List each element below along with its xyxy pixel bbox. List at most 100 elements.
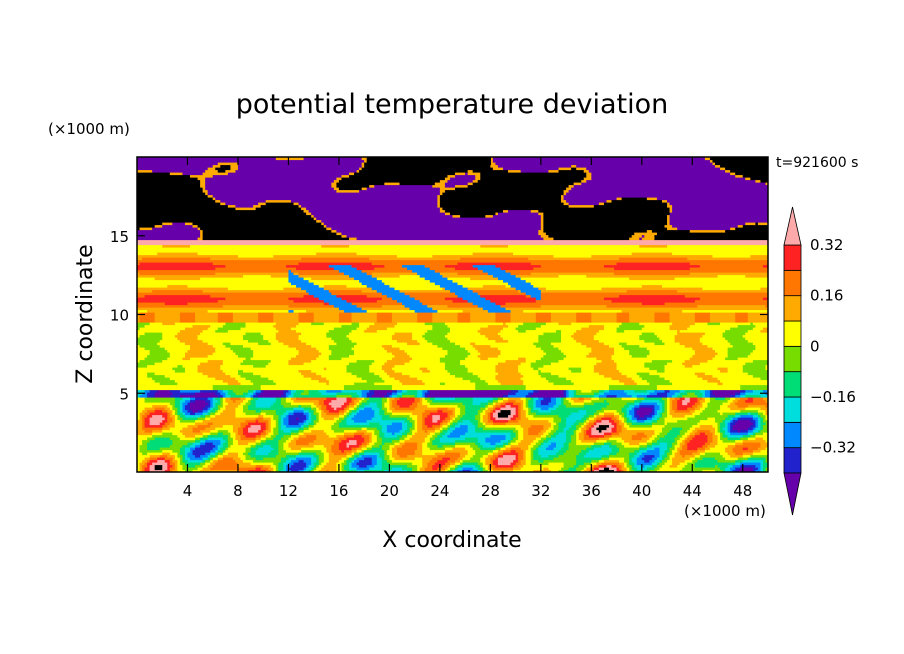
contour-cell [321, 414, 340, 418]
contour-cell [457, 422, 474, 426]
contour-cell [742, 364, 767, 368]
contour-cell [253, 352, 300, 356]
contour-cell [172, 449, 181, 453]
contour-cell [404, 362, 446, 366]
contour-cell [210, 417, 257, 421]
contour-cell [137, 162, 219, 166]
contour-cell [275, 422, 279, 426]
contour-cell [215, 449, 219, 453]
contour-cell [364, 452, 380, 456]
contour-cell [586, 354, 613, 358]
contour-cell [237, 162, 363, 166]
contour-cell [576, 437, 580, 441]
contour-cell [614, 412, 620, 416]
contour-cell [354, 452, 360, 456]
contour-cell [361, 444, 368, 448]
contour-cell [137, 359, 141, 363]
contour-cell [603, 389, 610, 393]
contour-cell [667, 444, 673, 448]
contour-cell [351, 312, 378, 316]
contour-cell [654, 234, 768, 238]
contour-cell [442, 434, 449, 438]
contour-cell [568, 204, 595, 208]
contour-cell [608, 344, 623, 348]
contour-cell [566, 394, 570, 398]
contour-cell [566, 389, 570, 393]
contour-cell [596, 417, 603, 421]
contour-cell [338, 307, 363, 311]
contour-cell [338, 409, 345, 413]
contour-cell [179, 419, 196, 423]
contour-cell [308, 209, 441, 213]
contour-cell [369, 439, 373, 443]
contour-cell [439, 194, 562, 198]
contour-cell [455, 417, 461, 421]
contour-cell [429, 392, 509, 396]
contour-cell [285, 397, 292, 401]
contour-cell [270, 427, 274, 431]
contour-cell [558, 374, 605, 378]
contour-cell [417, 447, 423, 451]
contour-cell [740, 467, 754, 471]
contour-cell [530, 424, 544, 428]
contour-cell [621, 397, 638, 401]
contour-cell [661, 407, 666, 411]
contour-cell [540, 214, 544, 218]
contour-cell [341, 467, 345, 471]
contour-cell [614, 272, 691, 276]
contour-cell [533, 284, 643, 288]
contour-cell [139, 462, 146, 466]
contour-cell [497, 462, 512, 466]
contour-cell [154, 362, 201, 366]
contour-cell [669, 212, 768, 216]
contour-cell [563, 452, 580, 456]
contour-cell [530, 394, 565, 398]
contour-cell [245, 377, 269, 381]
contour-cell [588, 427, 592, 431]
contour-cell [333, 422, 340, 426]
contour-cell [268, 362, 290, 366]
contour-cell [505, 447, 512, 451]
contour-cell [157, 389, 171, 393]
contour-cell [351, 264, 385, 268]
contour-cell [745, 177, 751, 181]
contour-cell [485, 437, 507, 441]
contour-cell [720, 432, 724, 436]
contour-cell [217, 459, 237, 463]
contour-cell [442, 419, 449, 423]
contour-cell [561, 199, 567, 203]
contour-cell [349, 404, 355, 408]
contour-cell [631, 457, 638, 461]
contour-cell [313, 314, 340, 318]
contour-cell [538, 369, 542, 373]
contour-cell [296, 354, 320, 358]
contour-cell [200, 462, 206, 466]
contour-cell [530, 459, 539, 463]
contour-cell [225, 394, 231, 398]
contour-cell [195, 399, 206, 403]
contour-cell [144, 399, 176, 403]
contour-cell [412, 269, 436, 273]
contour-cell [318, 417, 325, 421]
contour-cell [444, 297, 464, 301]
contour-cell [215, 349, 234, 353]
contour-cell [447, 427, 451, 431]
contour-cell [485, 407, 489, 411]
contour-cell [137, 424, 143, 428]
contour-cell [195, 317, 219, 321]
contour-cell [212, 262, 300, 266]
contour-cell [273, 432, 279, 436]
contour-cell [356, 392, 363, 396]
contour-cell [432, 414, 441, 418]
contour-cell [235, 432, 239, 436]
contour-cell [137, 367, 173, 371]
contour-cell [366, 272, 373, 276]
contour-cell [571, 187, 768, 191]
contour-cell [275, 399, 282, 403]
contour-cell [195, 312, 219, 316]
contour-cell [672, 444, 676, 448]
contour-cell [482, 444, 497, 448]
contour-cell [626, 409, 630, 413]
contour-cell [457, 404, 466, 408]
contour-cell [752, 417, 759, 421]
